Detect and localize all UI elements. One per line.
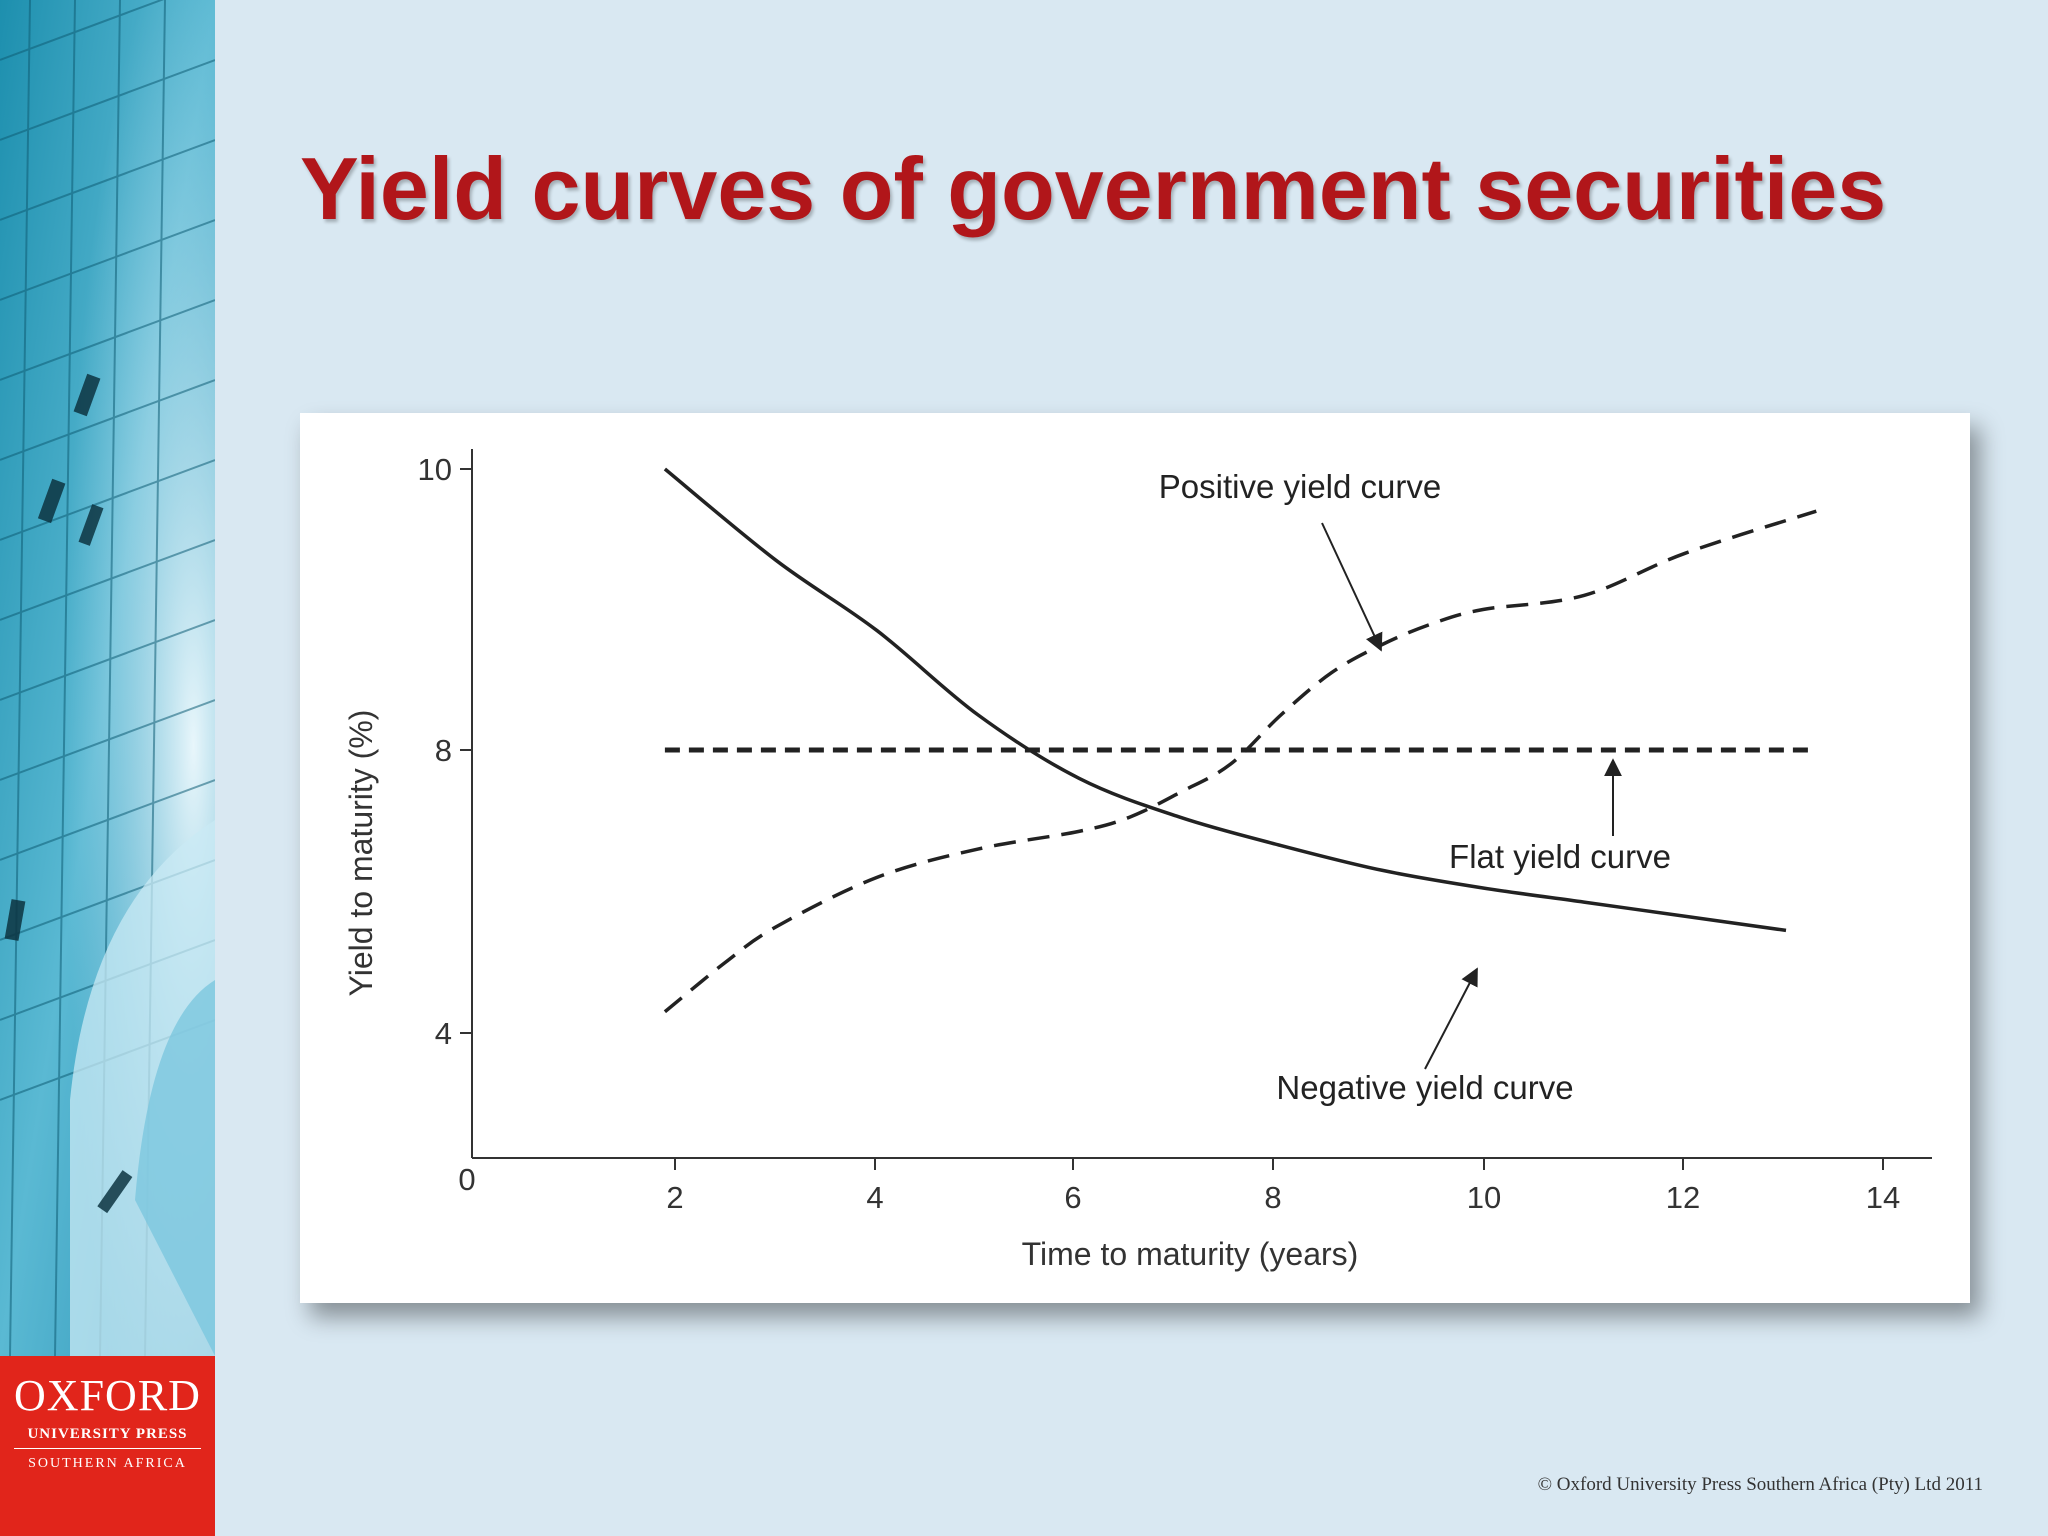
publisher-logo: OXFORD UNIVERSITY PRESS SOUTHERN AFRICA <box>0 1356 215 1536</box>
slide-title: Yield curves of government securities <box>300 139 1887 238</box>
x-axis-title: Time to maturity (years) <box>1022 1236 1359 1272</box>
x-tick-label: 10 <box>1467 1180 1501 1215</box>
annotation-arrow <box>1321 522 1383 652</box>
annotation-arrow <box>1424 967 1478 1070</box>
y-axis-title: Yield to maturity (%) <box>343 710 379 997</box>
y-tick-label: 4 <box>435 1016 452 1051</box>
annotation-label: Positive yield curve <box>1159 468 1441 505</box>
series-line-positive-yield-curve <box>663 509 1817 1014</box>
chart-series <box>663 467 1817 1014</box>
x-tick-label: 14 <box>1866 1180 1900 1215</box>
chart-panel: 4 8 10 2 4 6 8 10 12 14 Positive yield curve Flat … <box>300 413 1970 1303</box>
x-tick-label: 4 <box>866 1180 883 1215</box>
x-tick-label: 8 <box>1264 1180 1281 1215</box>
logo-subtitle: UNIVERSITY PRESS <box>27 1426 188 1442</box>
chart-annotations: Positive yield curve Flat yield curve Nega… <box>1159 468 1671 1106</box>
logo-divider <box>14 1448 201 1449</box>
annotation-label: Negative yield curve <box>1276 1069 1573 1106</box>
origin-label: 0 <box>458 1162 475 1197</box>
x-tick-label: 2 <box>666 1180 683 1215</box>
logo-wordmark: OXFORD <box>14 1371 201 1420</box>
building-photo <box>0 0 215 1356</box>
x-tick-label: 6 <box>1064 1180 1081 1215</box>
annotation-label: Flat yield curve <box>1449 838 1671 875</box>
copyright-notice: © Oxford University Press Southern Afric… <box>1537 1474 1983 1495</box>
chart-axes: 4 8 10 2 4 6 8 10 12 14 <box>418 449 1932 1215</box>
yield-curve-chart: 4 8 10 2 4 6 8 10 12 14 Positive yield curve Flat … <box>343 449 1932 1272</box>
x-tick-label: 12 <box>1666 1180 1700 1215</box>
sidebar: OXFORD UNIVERSITY PRESS SOUTHERN AFRICA <box>0 0 215 1536</box>
y-tick-label: 10 <box>418 452 452 487</box>
y-tick-label: 8 <box>435 733 452 768</box>
series-line-negative-yield-curve <box>663 467 1787 933</box>
logo-region: SOUTHERN AFRICA <box>28 1456 187 1471</box>
